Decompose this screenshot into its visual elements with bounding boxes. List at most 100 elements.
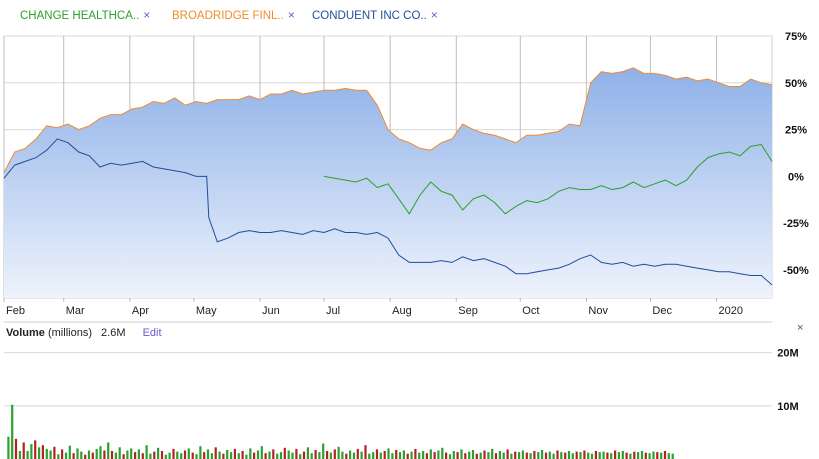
volume-bar xyxy=(579,452,582,459)
volume-bar xyxy=(375,449,379,459)
volume-bar xyxy=(533,451,536,459)
volume-bar xyxy=(456,452,459,459)
volume-chart: 10M 20M xyxy=(4,321,799,459)
volume-bar xyxy=(464,453,467,459)
volume-bar xyxy=(68,445,71,459)
volume-bar xyxy=(329,452,332,459)
volume-bar xyxy=(395,450,398,459)
volume-tick-label: 10M xyxy=(777,401,798,413)
series-chip[interactable]: CONDUENT INC CO.. × xyxy=(312,5,438,25)
x-tick-label: Aug xyxy=(392,305,412,317)
volume-value: 2.6M xyxy=(101,327,126,339)
volume-bar xyxy=(575,451,578,459)
remove-series-icon[interactable]: × xyxy=(287,8,295,22)
volume-bar xyxy=(525,452,528,459)
series-chip[interactable]: BROADRIDGE FINL.. × xyxy=(172,5,295,25)
volume-bar xyxy=(671,453,674,459)
volume-bar xyxy=(410,451,413,459)
remove-series-icon[interactable]: × xyxy=(143,8,151,22)
volume-bar xyxy=(471,450,475,459)
remove-series-icon[interactable]: × xyxy=(430,8,438,22)
volume-bar xyxy=(268,451,271,459)
volume-bar xyxy=(625,452,628,459)
price-comparison-chart[interactable]: -50% -25% 0% 25% 50% 75% Feb Mar Apr May Jun Jul Au… xyxy=(0,0,819,320)
volume-bar xyxy=(145,445,148,459)
volume-bar xyxy=(137,449,140,459)
volume-bar xyxy=(379,452,382,459)
volume-bar xyxy=(356,448,359,459)
volume-bar xyxy=(468,451,471,459)
volume-bar xyxy=(195,454,198,459)
y-tick-label: 75% xyxy=(785,31,807,43)
volume-bar xyxy=(283,447,286,459)
volume-bar xyxy=(414,448,417,459)
volume-bar xyxy=(333,449,336,459)
volume-close-icon[interactable]: × xyxy=(797,322,804,334)
volume-edit-link[interactable]: Edit xyxy=(142,327,162,339)
volume-bar xyxy=(429,449,432,459)
volume-bar xyxy=(160,451,164,459)
volume-bar xyxy=(614,450,617,459)
volume-bar xyxy=(498,451,501,459)
series-chip-bar: CHANGE HEALTHCA.. × BROADRIDGE FINL.. × COND… xyxy=(0,0,819,30)
x-tick-label: 2020 xyxy=(719,305,743,317)
volume-bar xyxy=(168,452,171,459)
volume-bar xyxy=(53,446,56,459)
x-tick-label: Oct xyxy=(522,305,539,317)
volume-bar xyxy=(567,451,571,459)
volume-bar xyxy=(276,453,279,459)
volume-bar xyxy=(203,452,206,459)
volume-bar xyxy=(537,452,540,459)
volume-bar xyxy=(122,454,125,459)
volume-bar xyxy=(667,453,670,459)
volume-bar xyxy=(45,448,48,459)
volume-bar xyxy=(49,450,52,459)
volume-bar xyxy=(445,452,448,459)
volume-bar xyxy=(84,454,87,459)
volume-bar xyxy=(126,450,129,459)
volume-bar xyxy=(149,453,152,459)
volume-bar xyxy=(452,451,455,459)
volume-bar xyxy=(38,447,41,459)
series-area xyxy=(4,67,772,298)
volume-bar xyxy=(183,450,187,459)
volume-bar xyxy=(295,448,298,459)
volume-bar xyxy=(345,453,348,459)
volume-bar xyxy=(418,452,421,459)
volume-header: Volume (millions) 2.6M Edit xyxy=(6,327,162,339)
series-chip[interactable]: CHANGE HEALTHCA.. × xyxy=(20,5,150,25)
volume-bar xyxy=(629,453,632,459)
volume-bar xyxy=(368,453,371,459)
series-line xyxy=(3,138,773,286)
volume-bar xyxy=(610,453,613,459)
volume-bar xyxy=(640,451,644,459)
volume-unit: (millions) xyxy=(47,327,92,339)
series-chip-label: CHANGE HEALTHCA.. xyxy=(20,10,140,22)
volume-bar xyxy=(518,452,521,459)
volume-bar xyxy=(107,442,110,459)
volume-bar xyxy=(18,451,21,459)
volume-bar xyxy=(660,452,663,459)
volume-bar xyxy=(602,451,605,459)
volume-bar xyxy=(491,448,494,459)
x-tick-label: Jun xyxy=(262,305,280,317)
y-tick-label: -25% xyxy=(783,218,809,230)
volume-bar xyxy=(514,451,517,459)
volume-bar xyxy=(652,451,655,459)
volume-bar xyxy=(103,450,106,459)
volume-bar xyxy=(387,448,390,459)
volume-bar xyxy=(521,450,524,459)
volume-bar xyxy=(230,452,233,459)
volume-bar xyxy=(437,450,440,459)
series-line xyxy=(3,67,773,173)
y-tick-label: 25% xyxy=(785,125,807,137)
volume-bar xyxy=(483,450,486,459)
volume-bar xyxy=(264,453,267,459)
y-axis: -50% -25% 0% 25% 50% 75% xyxy=(783,31,809,277)
volume-bar xyxy=(560,452,563,459)
volume-bar xyxy=(383,451,386,459)
volume-bar xyxy=(587,452,590,459)
volume-bar xyxy=(594,451,597,459)
volume-bar xyxy=(391,453,394,459)
volume-bar xyxy=(448,454,452,459)
